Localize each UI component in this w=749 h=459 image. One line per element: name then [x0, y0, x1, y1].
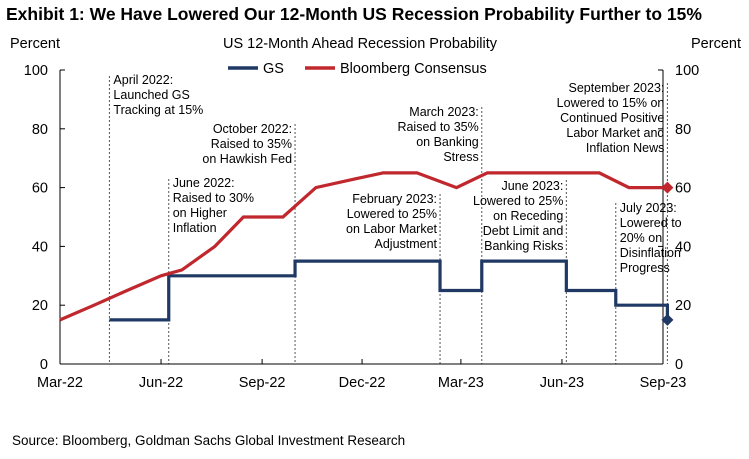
annotation-line: February 2023: — [352, 192, 437, 206]
annotation-line: 20% on — [620, 231, 662, 245]
series-line-gs — [109, 259, 669, 322]
annotation-line: Raised to 35% — [397, 120, 478, 134]
annotation-line: on Banking — [416, 135, 479, 149]
y-tick-label-left: 80 — [32, 122, 48, 138]
annotation-line: September 2023: — [568, 81, 664, 95]
annotations: April 2022: Launched GS Tracking at 15% Jun… — [113, 73, 681, 275]
annotation-line: Inflation — [173, 221, 217, 235]
annotation: September 2023: Lowered to 15% on Continue… — [557, 81, 665, 155]
y-tick-label-right: 80 — [675, 122, 691, 138]
annotation-line: June 2023: — [501, 179, 563, 193]
right-axis-unit: Percent — [691, 36, 741, 52]
x-tick-label: Jun-23 — [540, 375, 584, 391]
annotation-line: Debt Limit and — [483, 224, 564, 238]
annotation-line: on Labor Market — [346, 222, 438, 236]
annotation: March 2023: Raised to 35% on Banking Stress — [397, 105, 478, 164]
annotation-line: Lowered to — [620, 216, 682, 230]
annotation-line: on Higher — [173, 206, 227, 220]
y-tick-label-left: 20 — [32, 298, 48, 314]
annotation-line: Tracking at 15% — [113, 103, 203, 117]
annotation: June 2023: Lowered to 25% on Receding Debt … — [473, 179, 563, 253]
annotation: June 2022: Raised to 30% on Higher Inflatio… — [173, 176, 254, 235]
y-tick-label-right: 0 — [675, 357, 683, 373]
annotation-line: Inflation News — [586, 141, 665, 155]
x-tick-label: Sep-22 — [239, 375, 286, 391]
end-marker-consensus — [661, 181, 674, 194]
annotation-line: Adjustment — [375, 237, 438, 251]
annotation-line: Banking Risks — [484, 239, 563, 253]
axis-labels: 0 0 20 20 40 40 60 60 80 80 100 100 Mar-22 Jun-22 Sep-… — [10, 36, 741, 391]
annotation-line: Disinflation — [620, 246, 681, 260]
y-tick-label-left: 0 — [40, 357, 48, 373]
annotation: April 2022: Launched GS Tracking at 15% — [113, 73, 203, 117]
annotation-line: Stress — [443, 150, 478, 164]
y-tick-label-left: 100 — [24, 63, 48, 79]
annotation: October 2022: Raised to 35% on Hawkish Fed — [202, 122, 292, 166]
annotation-line: Labor Market and — [566, 126, 664, 140]
x-tick-label: Mar-22 — [37, 375, 83, 391]
y-tick-label-right: 60 — [675, 181, 691, 197]
annotation-line: July 2023: — [620, 201, 677, 215]
annotation-line: on Receding — [493, 209, 563, 223]
y-tick-label-left: 40 — [32, 239, 48, 255]
annotation-line: Lowered to 15% on — [557, 96, 665, 110]
annotation-line: March 2023: — [409, 105, 478, 119]
legend-label-gs: GS — [263, 61, 284, 77]
x-tick-label: Mar-23 — [438, 375, 484, 391]
source-note: Source: Bloomberg, Goldman Sachs Global … — [12, 433, 406, 448]
annotation-line: October 2022: — [213, 122, 292, 136]
annotation-line: Lowered to 25% — [473, 194, 563, 208]
series-line-consensus — [59, 171, 668, 322]
series-lines — [59, 171, 674, 326]
end-marker-gs — [661, 313, 674, 326]
y-tick-label-left: 60 — [32, 181, 48, 197]
y-tick-label-right: 20 — [675, 298, 691, 314]
legend: GS Bloomberg Consensus — [228, 61, 487, 77]
x-tick-label: Sep-23 — [640, 375, 687, 391]
annotation-line: Lowered to 25% — [347, 207, 437, 221]
annotation-line: April 2022: — [113, 73, 173, 87]
x-tick-label: Dec-22 — [339, 375, 386, 391]
chart-title: US 12-Month Ahead Recession Probability — [223, 36, 498, 52]
annotation-line: Raised to 30% — [173, 191, 254, 205]
y-tick-label-right: 100 — [675, 63, 699, 79]
annotation-line: June 2022: — [173, 176, 235, 190]
annotation-line: Continued Positive — [560, 111, 664, 125]
axes — [59, 69, 664, 365]
annotation-line: Raised to 35% — [211, 137, 292, 151]
annotation: July 2023: Lowered to 20% on Disinflation Pr… — [620, 201, 682, 275]
annotation: February 2023: Lowered to 25% on Labor Mar… — [346, 192, 438, 251]
y-tick-label-right: 40 — [675, 239, 691, 255]
left-axis-unit: Percent — [10, 36, 60, 52]
chart: April 2022: Launched GS Tracking at 15% Jun… — [10, 36, 741, 391]
x-tick-label: Jun-22 — [139, 375, 183, 391]
annotation-line: on Hawkish Fed — [202, 152, 292, 166]
exhibit-title: Exhibit 1: We Have Lowered Our 12-Month … — [6, 4, 702, 24]
legend-label-consensus: Bloomberg Consensus — [340, 61, 487, 77]
annotation-line: Launched GS — [113, 88, 189, 102]
annotation-line: Progress — [620, 261, 670, 275]
